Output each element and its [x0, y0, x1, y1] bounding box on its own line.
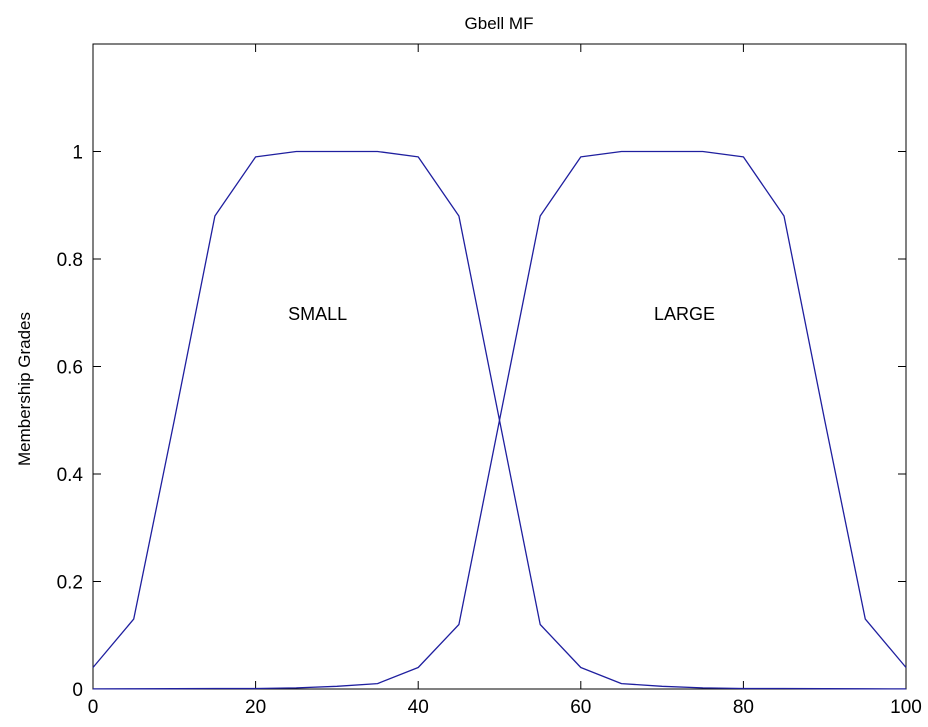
series-line-2	[92, 150, 907, 690]
axis-ticks: 0 20 40 60 80 100 0 0.2 0.4 0.6 0.8 1	[57, 44, 922, 718]
y-tick-label: 0.4	[57, 465, 84, 486]
annotations: SMALL LARGE	[288, 304, 715, 324]
annotation-small: SMALL	[288, 304, 347, 324]
y-axis-label: Membership Grades	[15, 312, 34, 466]
y-tick-label: 1	[72, 143, 83, 164]
chart-title: Gbell MF	[465, 14, 534, 33]
x-tick-label: 20	[245, 697, 266, 718]
x-tick-label: 40	[408, 697, 429, 718]
y-tick-label: 0.6	[57, 358, 83, 379]
x-tick-label: 100	[890, 697, 922, 718]
plot-area	[92, 43, 907, 690]
x-tick-label: 0	[88, 697, 99, 718]
x-tick-label: 60	[570, 697, 591, 718]
y-tick-label: 0	[72, 680, 83, 701]
y-tick-label: 0.8	[57, 250, 83, 271]
annotation-large: LARGE	[654, 304, 715, 324]
y-tick-label: 0.2	[57, 573, 83, 594]
x-tick-label: 80	[733, 697, 754, 718]
series-lines	[92, 150, 907, 690]
